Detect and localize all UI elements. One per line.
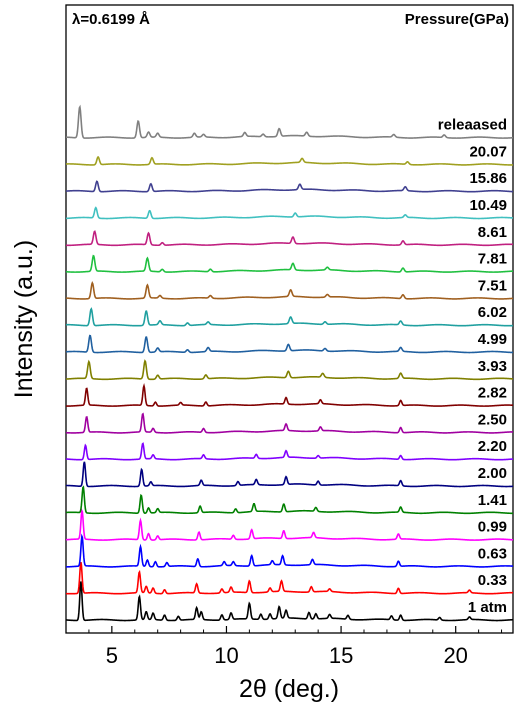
series-label: releaased	[438, 117, 507, 134]
x-axis-title: 2θ (deg.)	[239, 675, 339, 703]
series-label: 6.02	[478, 304, 507, 321]
legend-title: Pressure(GPa)	[405, 11, 509, 28]
series-line-1-atm	[65, 581, 514, 622]
series-label: 8.61	[478, 224, 507, 241]
series-line-0-63	[65, 533, 514, 568]
series-label-layer: 1 atm 0.33 0.63 0.99 1.41 2.00 2.20 2.50 2.82 3.9…	[438, 117, 507, 616]
series-label: 7.51	[478, 277, 507, 294]
series-line-15-86	[65, 180, 514, 193]
x-tick-label: 5	[106, 643, 118, 668]
series-label: 15.86	[469, 170, 507, 187]
wavelength-label: λ=0.6199 Å	[72, 11, 150, 28]
series-line-6-02	[66, 307, 514, 327]
series-line-2-50	[65, 412, 514, 434]
series-line-releaased	[65, 104, 514, 139]
series-line-7-81	[65, 254, 514, 273]
series-label: 10.49	[469, 197, 507, 214]
series-label: 0.99	[478, 519, 507, 536]
series-line-2-82	[66, 382, 514, 407]
series-line-2-20	[65, 442, 514, 461]
series-label: 1 atm	[468, 599, 507, 616]
series-line-8-61	[65, 230, 514, 247]
series-label: 7.81	[478, 251, 507, 268]
series-label: 3.93	[478, 358, 507, 375]
series-line-0-99	[65, 507, 514, 541]
series-label: 20.07	[469, 143, 507, 160]
x-axis-ticks: 5 10 15 20	[88, 626, 503, 668]
series-line-1-41	[65, 485, 514, 515]
series-layer	[65, 104, 514, 622]
series-line-7-51	[65, 281, 514, 300]
series-label: 2.50	[478, 411, 507, 428]
series-label: 2.20	[478, 438, 507, 455]
series-line-20-07	[65, 156, 514, 166]
x-tick-label: 10	[214, 643, 238, 668]
series-line-3-93	[65, 359, 514, 381]
y-axis-title: Intensity (a.u.)	[10, 240, 38, 398]
series-line-10-49	[65, 206, 514, 220]
series-label: 2.00	[478, 465, 507, 482]
series-label: 0.33	[478, 572, 507, 589]
series-label: 4.99	[478, 331, 507, 348]
series-label: 2.82	[478, 385, 507, 402]
series-line-2-00	[66, 461, 514, 488]
plot-frame	[65, 4, 514, 634]
series-line-0-33	[65, 561, 513, 595]
series-label: 0.63	[478, 545, 507, 562]
series-line-4-99	[65, 334, 514, 354]
x-tick-label: 15	[329, 643, 353, 668]
series-label: 1.41	[478, 492, 507, 509]
x-tick-label: 20	[443, 643, 467, 668]
